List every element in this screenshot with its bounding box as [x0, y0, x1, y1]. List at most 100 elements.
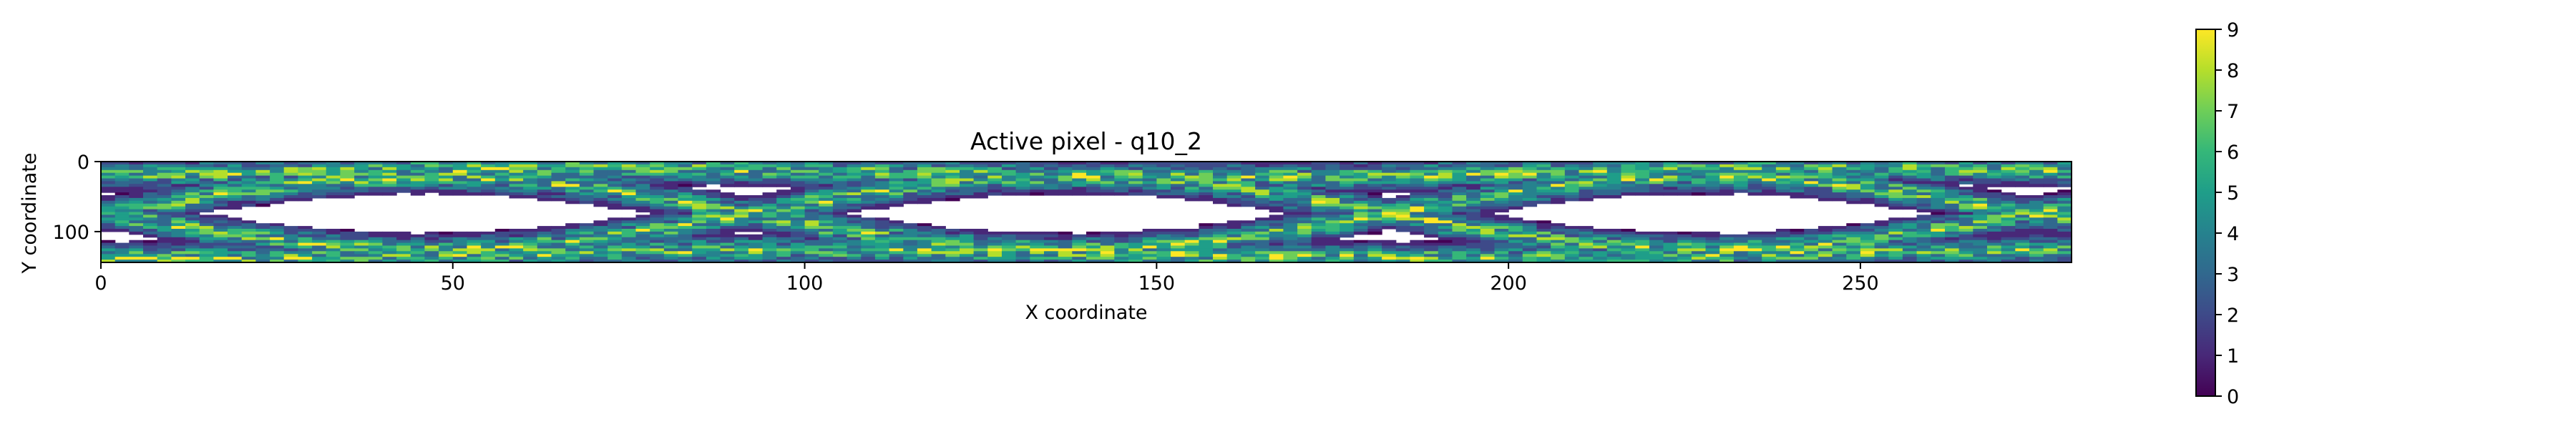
- heatmap-cell: [494, 234, 510, 238]
- heatmap-cell: [1916, 195, 1931, 199]
- heatmap-cell: [1579, 231, 1594, 235]
- heatmap-cell: [2015, 248, 2030, 252]
- heatmap-cell: [2029, 229, 2044, 232]
- heatmap-cell: [1846, 240, 1861, 244]
- heatmap-cell: [1015, 178, 1030, 182]
- heatmap-cell: [1367, 189, 1382, 193]
- heatmap-cell: [494, 251, 510, 255]
- heatmap-cell: [241, 178, 256, 182]
- heatmap-cell: [270, 251, 285, 255]
- heatmap-cell: [1480, 212, 1496, 215]
- heatmap-cell: [494, 231, 510, 235]
- heatmap-cell: [960, 192, 975, 196]
- heatmap-cell: [1888, 169, 1903, 174]
- heatmap-cell: [1747, 181, 1762, 184]
- heatmap-cell: [1494, 164, 1509, 168]
- heatmap-cell: [2043, 167, 2058, 171]
- heatmap-cell: [1325, 175, 1340, 179]
- heatmap-cell: [1213, 197, 1228, 202]
- heatmap-cell: [1452, 181, 1467, 184]
- heatmap-cell: [1916, 251, 1931, 255]
- heatmap-cell: [1100, 192, 1115, 196]
- heatmap-image: [101, 162, 2072, 263]
- heatmap-cell: [973, 189, 988, 193]
- heatmap-cell: [2015, 223, 2030, 227]
- heatmap-cell: [734, 181, 749, 184]
- heatmap-cell: [1564, 245, 1580, 249]
- heatmap-cell: [270, 187, 285, 190]
- heatmap-cell: [1367, 260, 1382, 263]
- heatmap-cell: [762, 231, 777, 235]
- heatmap-cell: [1410, 184, 1425, 187]
- heatmap-cell: [889, 167, 904, 171]
- heatmap-cell: [1395, 187, 1411, 190]
- heatmap-cell: [1226, 237, 1241, 241]
- heatmap-cell: [1015, 192, 1030, 196]
- heatmap-cell: [199, 178, 214, 182]
- heatmap-cell: [185, 240, 200, 244]
- heatmap-cell: [551, 234, 566, 238]
- heatmap-cell: [1677, 257, 1692, 260]
- heatmap-cell: [1804, 254, 1819, 257]
- heatmap-cell: [762, 226, 777, 230]
- heatmap-cell: [1340, 217, 1355, 221]
- heatmap-cell: [579, 172, 595, 177]
- heatmap-cell: [185, 178, 200, 182]
- heatmap-cell: [1058, 254, 1073, 257]
- heatmap-cell: [1255, 245, 1270, 249]
- heatmap-cell: [185, 234, 200, 238]
- heatmap-cell: [312, 257, 327, 260]
- heatmap-cell: [1931, 192, 1946, 196]
- heatmap-cell: [1804, 240, 1819, 244]
- heatmap-cell: [298, 172, 313, 177]
- heatmap-cell: [1255, 234, 1270, 238]
- heatmap-cell: [1184, 169, 1199, 174]
- heatmap-cell: [1860, 251, 1875, 255]
- heatmap-cell: [1973, 242, 1988, 247]
- heatmap-cell: [663, 175, 679, 179]
- heatmap-cell: [1002, 181, 1017, 184]
- heatmap-cell: [1255, 257, 1270, 260]
- heatmap-cell: [917, 192, 932, 196]
- heatmap-cell: [1199, 175, 1214, 179]
- heatmap-cell: [847, 169, 862, 174]
- heatmap-cell: [1100, 172, 1115, 177]
- heatmap-cell: [1424, 181, 1439, 184]
- heatmap-cell: [114, 242, 130, 247]
- heatmap-cell: [945, 248, 960, 252]
- heatmap-cell: [1283, 248, 1298, 252]
- heatmap-cell: [1762, 260, 1777, 263]
- heatmap-cell: [1846, 260, 1861, 263]
- heatmap-cell: [650, 172, 665, 177]
- heatmap-cell: [1691, 169, 1707, 174]
- heatmap-cell: [1522, 200, 1538, 204]
- heatmap-cell: [1466, 203, 1481, 207]
- heatmap-cell: [199, 234, 214, 238]
- heatmap-cell: [1269, 169, 1284, 174]
- heatmap-cell: [1536, 229, 1551, 232]
- heatmap-cell: [1156, 229, 1171, 232]
- heatmap-cell: [1438, 184, 1453, 187]
- heatmap-cell: [720, 162, 735, 165]
- heatmap-cell: [1508, 184, 1523, 187]
- heatmap-cell: [790, 214, 806, 218]
- heatmap-cell: [1226, 172, 1241, 177]
- heatmap-cell: [1931, 169, 1946, 174]
- heatmap-cell: [1874, 178, 1889, 182]
- heatmap-cell: [1382, 240, 1397, 244]
- heatmap-cell: [1128, 181, 1143, 184]
- heatmap-cell: [2015, 231, 2030, 235]
- heatmap-cell: [1072, 184, 1087, 187]
- heatmap-cell: [1480, 220, 1496, 224]
- heatmap-cell: [1325, 217, 1340, 221]
- heatmap-cell: [1973, 260, 1988, 263]
- heatmap-cell: [931, 231, 946, 235]
- heatmap-cell: [2043, 234, 2058, 238]
- heatmap-cell: [312, 178, 327, 182]
- heatmap-cell: [1902, 242, 1918, 247]
- heatmap-cell: [326, 254, 341, 257]
- heatmap-cell: [593, 242, 608, 247]
- heatmap-cell: [1677, 245, 1692, 249]
- heatmap-cell: [1297, 169, 1312, 174]
- heatmap-cell: [1536, 195, 1551, 199]
